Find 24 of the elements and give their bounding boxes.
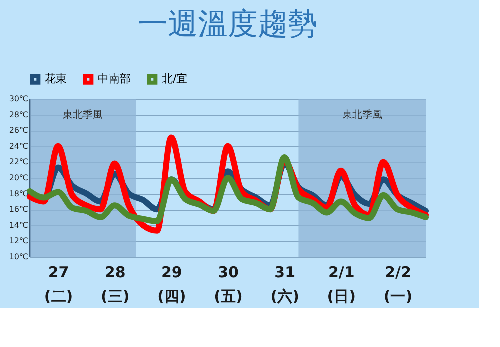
chart-title: 一週溫度趨勢 xyxy=(138,7,318,42)
legend-label: 北/宜 xyxy=(162,72,188,86)
y-tick-label: 24℃ xyxy=(9,142,29,151)
y-tick-label: 30℃ xyxy=(9,94,29,104)
x-tick-label: 29 (四) xyxy=(158,264,186,306)
x-tick-label: 28 (三) xyxy=(101,264,130,306)
y-tick-label: 20℃ xyxy=(9,174,29,182)
y-tick-label: 18℃ xyxy=(9,189,29,198)
legend-label: 花東 xyxy=(45,72,67,86)
legend-label: 中南部 xyxy=(98,72,131,86)
x-tick-label: 27 (二) xyxy=(44,264,74,306)
x-tick-label: 2/2 (一) xyxy=(384,264,413,306)
y-tick-label: 22℃ xyxy=(9,158,29,167)
y-tick-label: 26℃ xyxy=(9,126,29,136)
y-tick-label: 28℃ xyxy=(9,110,29,120)
y-tick-label: 12℃ xyxy=(9,236,29,246)
y-tick-label: 10℃ xyxy=(9,252,29,262)
x-tick-label: 30 (五) xyxy=(214,264,243,306)
x-tick-label: 31 (六) xyxy=(270,264,300,306)
band-label: 東北季風 xyxy=(342,109,382,121)
x-tick-label: 2/1 (日) xyxy=(327,264,356,306)
band-label: 東北季風 xyxy=(63,109,104,121)
y-tick-label: 14℃ xyxy=(9,220,29,230)
y-tick-label: 16℃ xyxy=(9,205,29,214)
